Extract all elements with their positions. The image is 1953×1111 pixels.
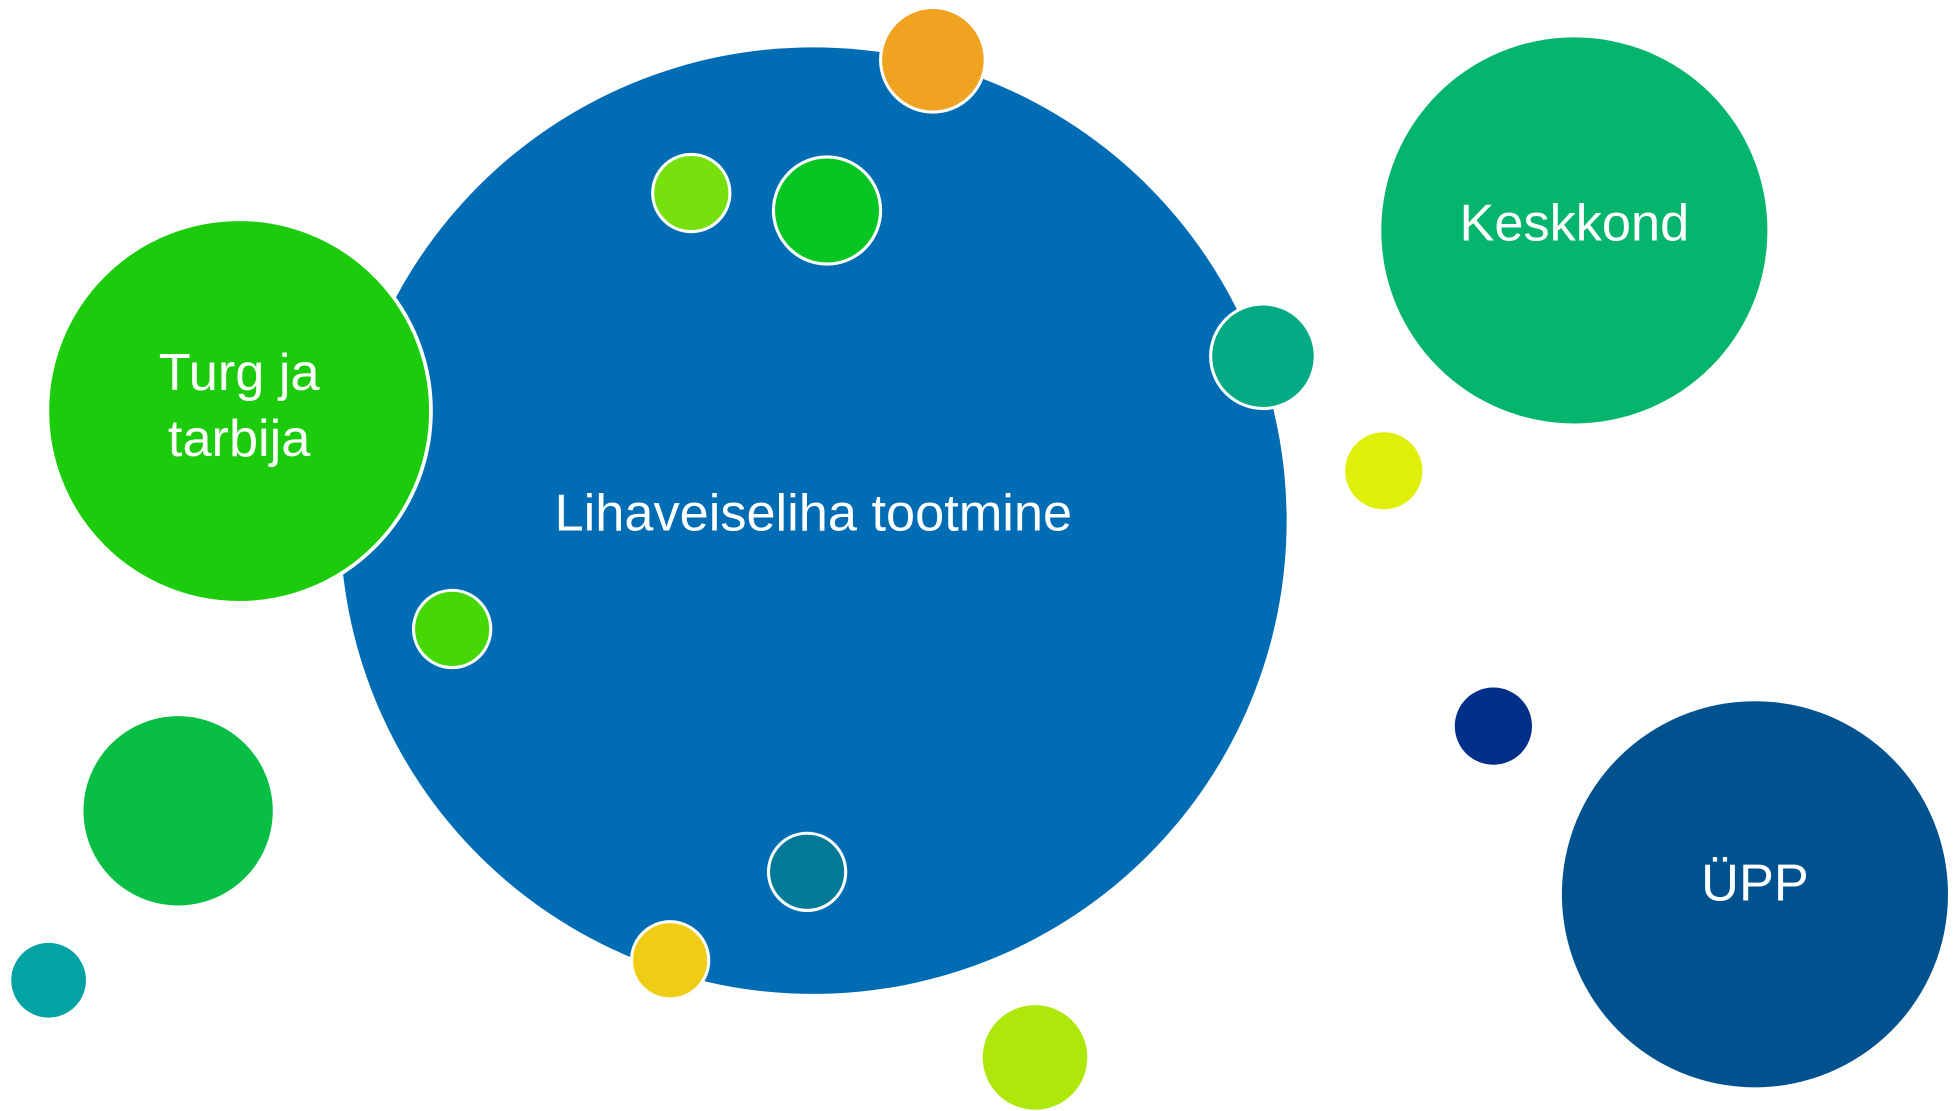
market-label: tarbija bbox=[168, 410, 311, 468]
small-bubble bbox=[11, 942, 86, 1018]
small-bubble bbox=[1454, 687, 1532, 765]
environment-label: Keskkond bbox=[1460, 194, 1690, 252]
small-bubble bbox=[1209, 302, 1317, 411]
small-bubble bbox=[766, 831, 848, 913]
small-bubble bbox=[83, 716, 273, 906]
small-bubble bbox=[629, 920, 711, 1001]
cap-bubble bbox=[1561, 701, 1949, 1088]
small-bubble bbox=[771, 155, 883, 266]
small-bubble bbox=[982, 1005, 1088, 1110]
environment-bubble bbox=[1381, 37, 1768, 424]
small-bubble bbox=[1345, 432, 1423, 510]
market-label: Turg ja bbox=[159, 344, 321, 402]
small-bubble bbox=[651, 152, 732, 234]
cap-label: ÜPP bbox=[1701, 855, 1809, 913]
market-bubble bbox=[45, 217, 433, 605]
small-bubble bbox=[879, 5, 987, 114]
small-bubble bbox=[411, 588, 493, 670]
main-bubble bbox=[340, 47, 1287, 994]
main-label: Lihaveiseliha tootmine bbox=[555, 485, 1072, 543]
